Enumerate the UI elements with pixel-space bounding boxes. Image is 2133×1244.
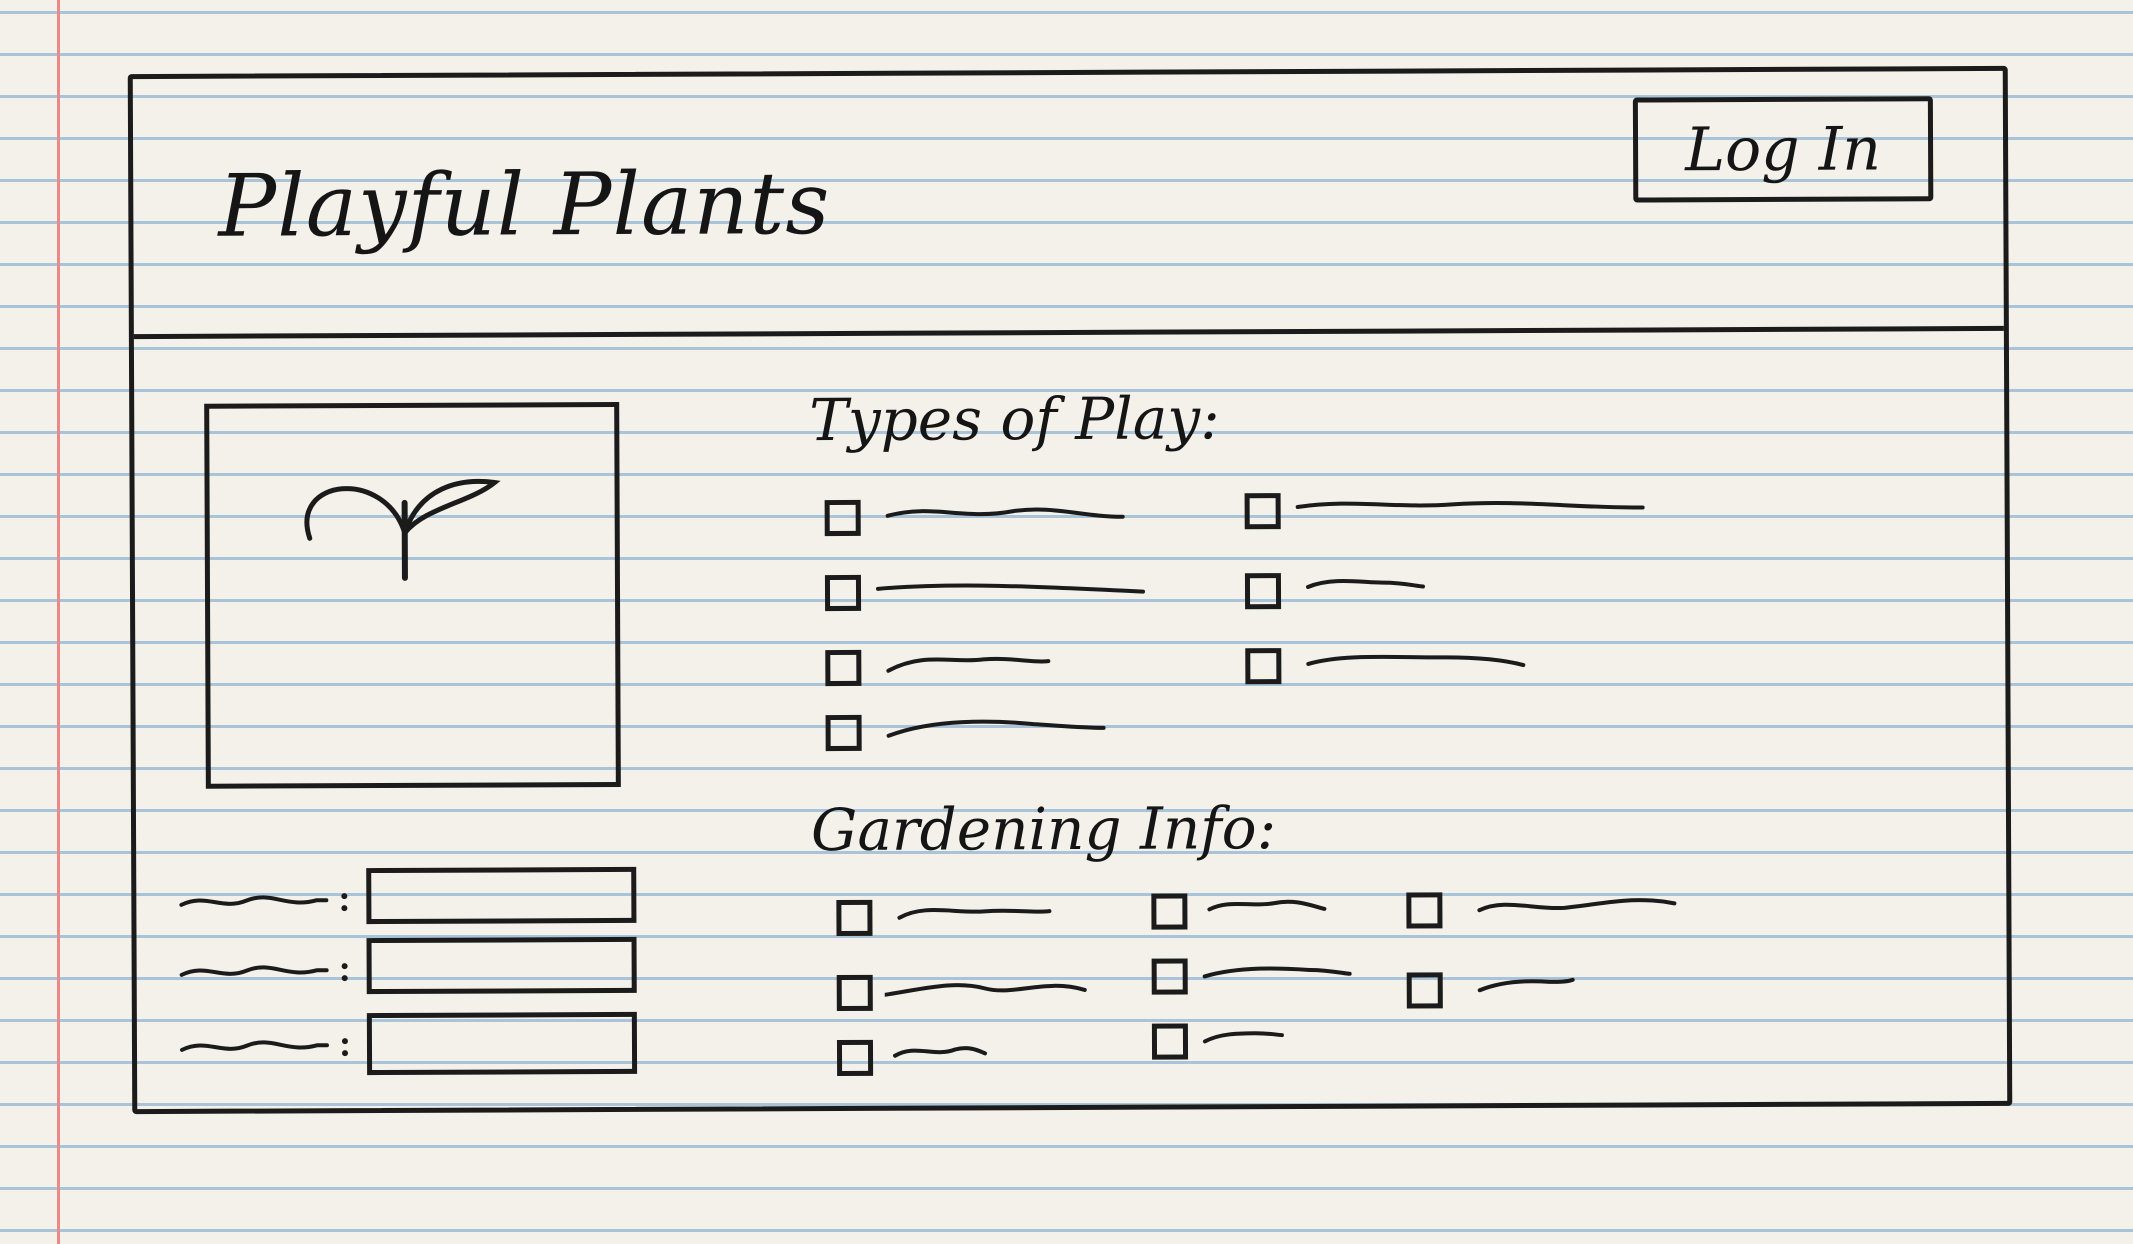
form-input[interactable] bbox=[366, 936, 637, 995]
gardening-info-title: Gardening Info: bbox=[810, 794, 1277, 865]
option-label-placeholder bbox=[875, 583, 1146, 594]
checkbox[interactable] bbox=[836, 1039, 874, 1077]
form-row bbox=[177, 1011, 697, 1076]
checkbox[interactable] bbox=[1406, 972, 1443, 1009]
checkbox[interactable] bbox=[1151, 958, 1188, 995]
option-label-placeholder bbox=[1202, 966, 1352, 979]
form-row bbox=[176, 866, 696, 929]
option-label-placeholder bbox=[886, 719, 1106, 738]
sprout-icon bbox=[304, 478, 501, 581]
app-header: Playful Plants Log In bbox=[132, 70, 2004, 340]
checkbox[interactable] bbox=[1151, 1023, 1189, 1060]
plant-image bbox=[204, 401, 621, 789]
checkbox[interactable] bbox=[1151, 893, 1188, 930]
checkbox[interactable] bbox=[1244, 573, 1282, 610]
checkbox[interactable] bbox=[836, 899, 873, 937]
checkbox[interactable] bbox=[825, 649, 862, 687]
option-label-placeholder bbox=[897, 908, 1052, 920]
option-label-placeholder bbox=[1305, 579, 1425, 589]
option-label-placeholder bbox=[885, 507, 1125, 519]
app-title: Playful Plants bbox=[218, 154, 831, 257]
option-label-placeholder bbox=[893, 1046, 988, 1058]
form-input[interactable] bbox=[366, 866, 637, 925]
option-label-placeholder bbox=[1477, 977, 1575, 993]
option-label-placeholder bbox=[884, 983, 1087, 997]
field-label-placeholder bbox=[179, 893, 348, 912]
checkbox[interactable] bbox=[824, 574, 862, 612]
checkbox[interactable] bbox=[836, 974, 873, 1012]
checkbox[interactable] bbox=[1245, 648, 1282, 685]
field-label-placeholder bbox=[179, 1038, 349, 1057]
login-button[interactable]: Log In bbox=[1632, 96, 1934, 203]
option-label-placeholder bbox=[1295, 501, 1645, 510]
option-label-placeholder bbox=[1306, 654, 1526, 668]
option-label-placeholder bbox=[886, 656, 1051, 673]
checkbox[interactable] bbox=[1244, 493, 1281, 530]
checkbox[interactable] bbox=[1406, 892, 1443, 929]
checkbox[interactable] bbox=[824, 499, 861, 537]
form-row bbox=[177, 936, 697, 999]
option-label-placeholder bbox=[1477, 898, 1677, 913]
notebook-margin-line bbox=[57, 0, 60, 1244]
app-window: Playful Plants Log In Types of Play: bbox=[127, 65, 2013, 1115]
field-label-placeholder bbox=[179, 963, 348, 982]
form-input[interactable] bbox=[366, 1011, 638, 1076]
option-label-placeholder bbox=[1207, 899, 1327, 912]
option-label-placeholder bbox=[1202, 1031, 1284, 1044]
checkbox[interactable] bbox=[825, 714, 862, 752]
types-of-play-title: Types of Play: bbox=[809, 384, 1220, 455]
